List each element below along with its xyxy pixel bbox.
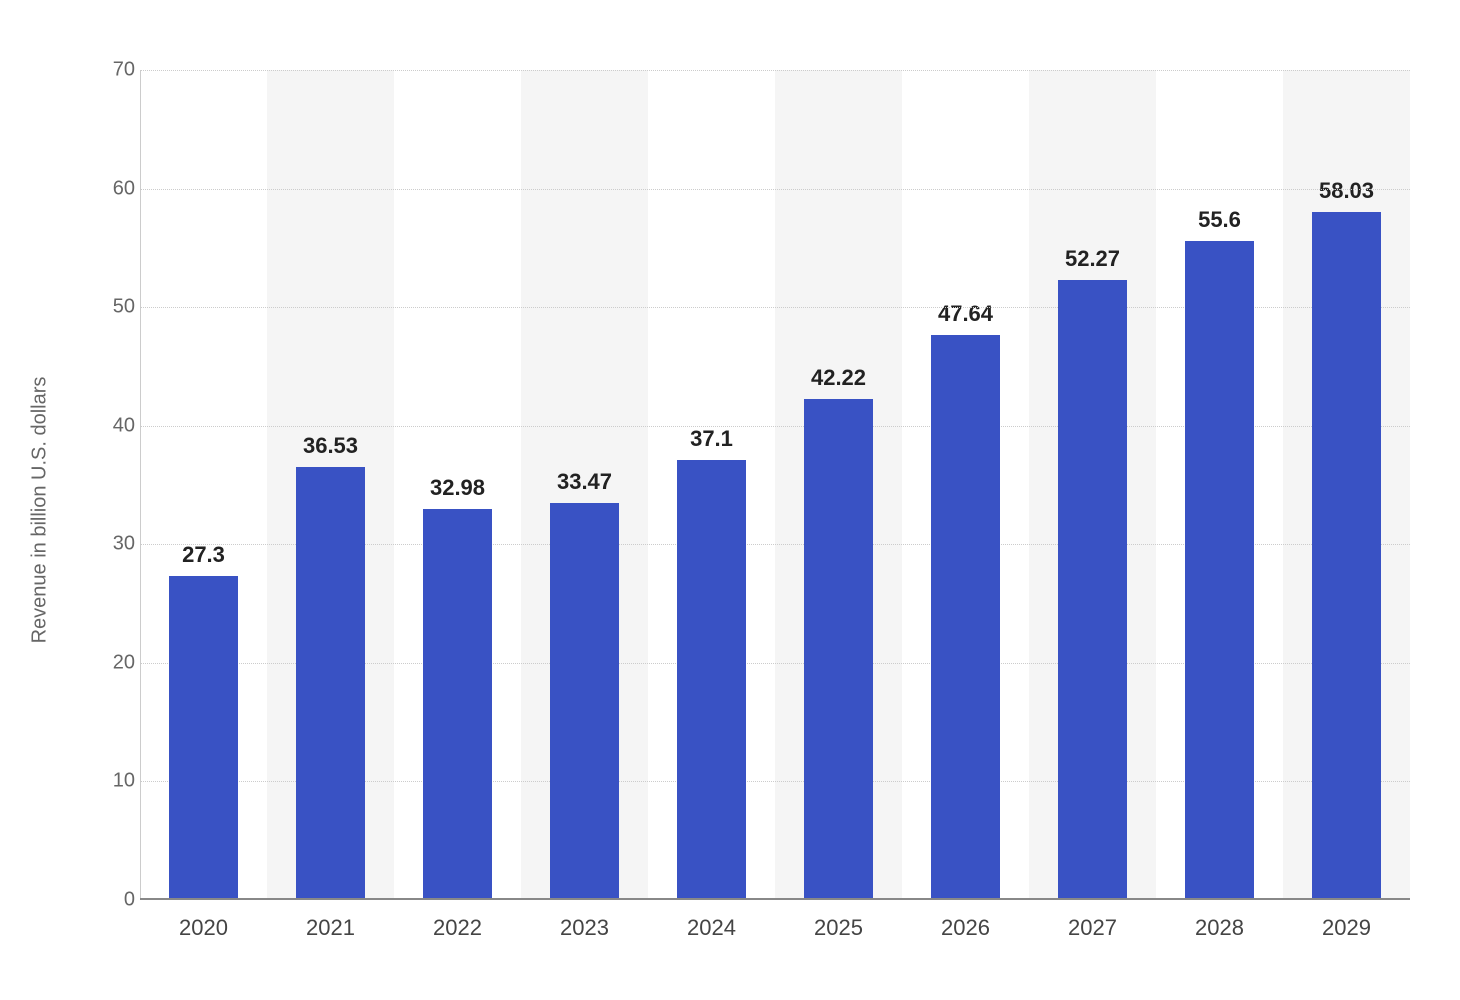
y-tick-label: 10 [95,770,135,793]
y-tick-label: 60 [95,177,135,200]
chart-container: Revenue in billion U.S. dollars 01020304… [60,50,1420,970]
bar-value-label: 52.27 [1065,246,1120,280]
y-tick-label: 70 [95,59,135,82]
x-tick-label: 2028 [1195,900,1244,941]
bar [550,503,620,900]
bar [804,399,874,900]
plot-area: 01020304050607027.3202036.53202132.98202… [140,70,1410,900]
y-tick-label: 40 [95,414,135,437]
bar-value-label: 33.47 [557,469,612,503]
x-tick-label: 2024 [687,900,736,941]
bar [1058,280,1128,900]
y-axis-label: Revenue in billion U.S. dollars [29,377,52,644]
y-tick-label: 0 [95,889,135,912]
bar-value-label: 37.1 [690,426,733,460]
x-tick-label: 2021 [306,900,355,941]
x-tick-label: 2029 [1322,900,1371,941]
x-tick-label: 2026 [941,900,990,941]
bar-value-label: 32.98 [430,475,485,509]
grid-line [140,70,1410,71]
x-tick-label: 2025 [814,900,863,941]
x-tick-label: 2023 [560,900,609,941]
bar-value-label: 58.03 [1319,178,1374,212]
bar [931,335,1001,900]
bar [169,576,239,900]
bar [677,460,747,900]
y-tick-label: 20 [95,651,135,674]
y-tick-label: 50 [95,296,135,319]
grid-line [140,189,1410,190]
bar [423,509,493,900]
bar [296,467,366,900]
bar [1312,212,1382,900]
y-tick-label: 30 [95,533,135,556]
x-tick-label: 2027 [1068,900,1117,941]
bar [1185,241,1255,900]
x-tick-label: 2020 [179,900,228,941]
bar-value-label: 27.3 [182,542,225,576]
bar-value-label: 36.53 [303,433,358,467]
x-axis-line [140,898,1410,900]
bar-value-label: 42.22 [811,365,866,399]
bar-value-label: 55.6 [1198,207,1241,241]
y-axis-line [140,70,141,900]
x-tick-label: 2022 [433,900,482,941]
